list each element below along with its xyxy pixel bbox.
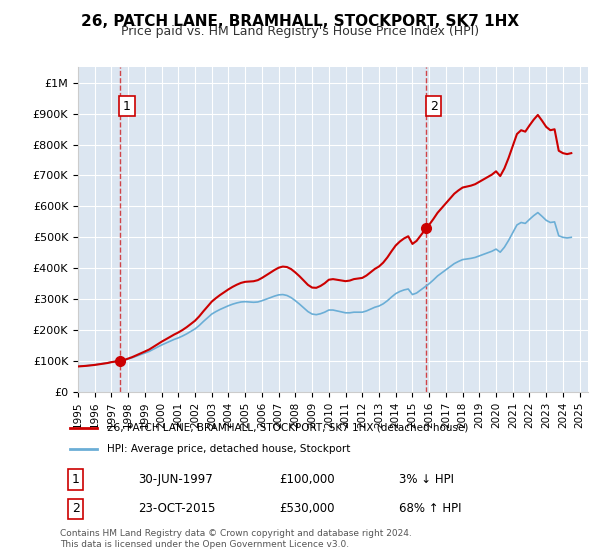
Text: Contains HM Land Registry data © Crown copyright and database right 2024.
This d: Contains HM Land Registry data © Crown c… [60,529,412,549]
Text: 2: 2 [72,502,80,515]
Text: Price paid vs. HM Land Registry's House Price Index (HPI): Price paid vs. HM Land Registry's House … [121,25,479,38]
Text: 26, PATCH LANE, BRAMHALL, STOCKPORT, SK7 1HX (detached house): 26, PATCH LANE, BRAMHALL, STOCKPORT, SK7… [107,423,469,433]
Text: 26, PATCH LANE, BRAMHALL, STOCKPORT, SK7 1HX: 26, PATCH LANE, BRAMHALL, STOCKPORT, SK7… [81,14,519,29]
Text: 30-JUN-1997: 30-JUN-1997 [139,473,213,486]
Text: 1: 1 [123,100,131,113]
Text: £100,000: £100,000 [279,473,335,486]
Text: 2: 2 [430,100,437,113]
Text: 23-OCT-2015: 23-OCT-2015 [139,502,215,515]
Text: £530,000: £530,000 [279,502,335,515]
Text: 1: 1 [72,473,80,486]
Text: HPI: Average price, detached house, Stockport: HPI: Average price, detached house, Stoc… [107,444,350,454]
Text: 68% ↑ HPI: 68% ↑ HPI [400,502,462,515]
Text: 3% ↓ HPI: 3% ↓ HPI [400,473,454,486]
